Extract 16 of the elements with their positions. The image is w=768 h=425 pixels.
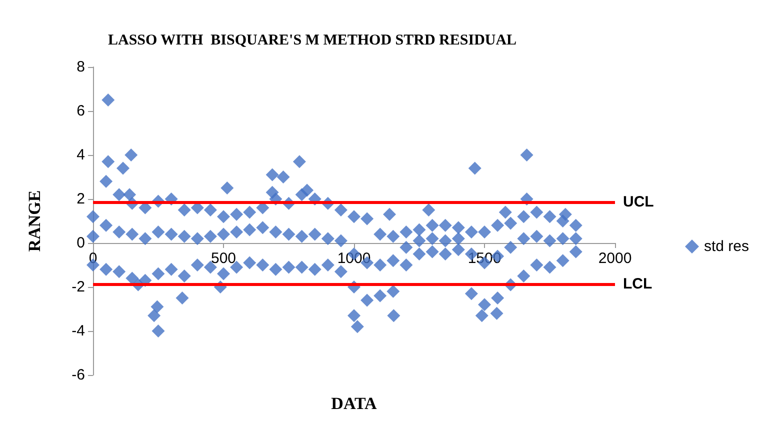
y-tick-label: -6 bbox=[72, 366, 85, 384]
y-tick-label: 6 bbox=[76, 102, 85, 120]
chart-title: LASSO WITH BISQUARE'S M METHOD STRD RESIDUAL bbox=[108, 32, 517, 48]
y-axis-title: RANGE bbox=[25, 190, 44, 252]
y-tick-label: -2 bbox=[72, 278, 85, 296]
y-tick-label: 4 bbox=[76, 146, 85, 164]
ref-line-label: LCL bbox=[623, 275, 652, 292]
x-tick-label: 500 bbox=[210, 250, 236, 267]
y-tick-label: 2 bbox=[76, 190, 85, 208]
y-tick-label: 8 bbox=[76, 58, 85, 76]
y-tick-label: 0 bbox=[76, 234, 85, 252]
y-tick-label: -4 bbox=[72, 322, 85, 340]
ref-line-label: UCL bbox=[623, 194, 654, 211]
legend-label: std res bbox=[704, 238, 749, 255]
x-axis-title: DATA bbox=[331, 394, 378, 413]
x-tick-label: 2000 bbox=[598, 250, 632, 267]
